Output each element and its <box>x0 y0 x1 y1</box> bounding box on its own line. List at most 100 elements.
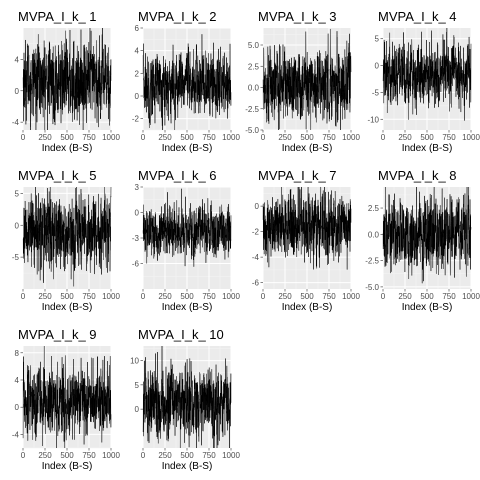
x-axis-label: Index (B-S) <box>402 143 453 154</box>
x-tick-label: 500 <box>60 133 74 142</box>
x-tick-label: 750 <box>82 292 96 301</box>
x-tick-label: 0 <box>21 451 26 460</box>
x-axis-label: Index (B-S) <box>162 461 213 472</box>
panel-title: MVPA_I_k_ 10 <box>138 327 224 342</box>
x-tick-label: 500 <box>180 451 194 460</box>
x-tick-label: 1000 <box>102 451 120 460</box>
series-line <box>22 186 112 287</box>
series-line <box>382 186 472 284</box>
y-tick-label: 0 <box>15 221 20 230</box>
x-tick-label: 750 <box>442 292 456 301</box>
x-tick-label: 500 <box>420 133 434 142</box>
x-tick-label: 250 <box>38 292 52 301</box>
x-tick-label: 500 <box>300 133 314 142</box>
panel-title: MVPA_I_k_ 2 <box>138 9 217 24</box>
x-tick-label: 1000 <box>102 133 120 142</box>
x-tick-label: 0 <box>261 292 266 301</box>
y-tick-label: 0.0 <box>368 230 380 239</box>
y-tick-label: 0 <box>135 92 140 101</box>
y-tick-label: 0 <box>15 403 20 412</box>
series-line <box>22 27 112 131</box>
y-tick-label: 6 <box>135 24 140 33</box>
y-tick-label: 10 <box>130 357 139 366</box>
x-tick-label: 0 <box>261 133 266 142</box>
x-axis-label: Index (B-S) <box>162 302 213 313</box>
y-tick-label: 5 <box>15 189 20 198</box>
x-tick-label: 500 <box>300 292 314 301</box>
x-axis-label: Index (B-S) <box>42 143 93 154</box>
x-tick-label: 750 <box>442 133 456 142</box>
y-tick-label: 4 <box>135 47 140 56</box>
panel-8: MVPA_I_k_ 8 -5.0 -2.5 0.0 2.5 0 250 500 750 1000 I… <box>365 168 480 313</box>
x-tick-label: 0 <box>141 451 146 460</box>
x-tick-label: 250 <box>158 292 172 301</box>
y-tick-label: -6 <box>132 260 140 269</box>
x-tick-label: 1000 <box>462 133 480 142</box>
y-tick-label: -10 <box>367 115 379 124</box>
x-tick-label: 1000 <box>222 292 240 301</box>
y-tick-label: -5.0 <box>365 283 379 292</box>
y-tick-label: -2 <box>132 115 140 124</box>
x-tick-label: 1000 <box>342 292 360 301</box>
panel-5: MVPA_I_k_ 5 -5 0 5 0 250 500 750 1000 Index (B-S) <box>12 168 121 313</box>
x-tick-label: 250 <box>398 292 412 301</box>
y-tick-label: 5 <box>375 35 380 44</box>
y-tick-label: 5 <box>135 381 140 390</box>
series-line <box>262 28 352 131</box>
x-tick-label: 750 <box>82 133 96 142</box>
y-tick-label: -2.5 <box>365 257 379 266</box>
panel-title: MVPA_I_k_ 5 <box>18 168 97 183</box>
y-tick-label: -3 <box>132 234 140 243</box>
series-line <box>22 345 112 449</box>
x-tick-label: 250 <box>38 451 52 460</box>
y-tick-label: -5.0 <box>245 126 259 135</box>
x-tick-label: 250 <box>398 133 412 142</box>
y-tick-label: 2.5 <box>368 204 380 213</box>
x-axis-label: Index (B-S) <box>42 461 93 472</box>
panel-7: MVPA_I_k_ 7 -6 -4 -2 0 0 250 500 750 1000 Index (B… <box>252 168 361 313</box>
x-tick-label: 750 <box>202 451 216 460</box>
series-line <box>142 188 232 267</box>
x-axis-label: Index (B-S) <box>282 143 333 154</box>
panel-title: MVPA_I_k_ 8 <box>378 168 457 183</box>
x-tick-label: 250 <box>38 133 52 142</box>
series-line <box>262 186 352 270</box>
y-tick-label: 0 <box>135 209 140 218</box>
y-tick-label: 3 <box>135 183 140 192</box>
panel-title: MVPA_I_k_ 1 <box>18 9 97 24</box>
y-tick-label: -4 <box>12 118 20 127</box>
y-tick-label: -5 <box>372 88 380 97</box>
x-tick-label: 0 <box>21 133 26 142</box>
x-tick-label: 0 <box>141 133 146 142</box>
x-axis-label: Index (B-S) <box>162 143 213 154</box>
panel-3: MVPA_I_k_ 3 -5.0 -2.5 0.0 2.5 5.0 0 250 500 750 10… <box>245 9 360 154</box>
x-tick-label: 500 <box>60 451 74 460</box>
x-tick-label: 1000 <box>342 133 360 142</box>
panel-title: MVPA_I_k_ 7 <box>258 168 337 183</box>
panel-title: MVPA_I_k_ 6 <box>138 168 217 183</box>
x-axis-label: Index (B-S) <box>282 302 333 313</box>
x-tick-label: 500 <box>180 292 194 301</box>
x-tick-label: 0 <box>381 133 386 142</box>
x-tick-label: 750 <box>202 133 216 142</box>
series-line <box>142 345 232 449</box>
x-tick-label: 250 <box>158 133 172 142</box>
panel-title: MVPA_I_k_ 3 <box>258 9 337 24</box>
y-tick-label: -4 <box>12 430 20 439</box>
series-line <box>142 33 232 131</box>
x-tick-label: 750 <box>322 133 336 142</box>
y-tick-label: -2 <box>252 228 260 237</box>
y-tick-label: 0 <box>15 87 20 96</box>
x-tick-label: 500 <box>420 292 434 301</box>
x-tick-label: 0 <box>381 292 386 301</box>
y-tick-label: -2.5 <box>245 105 259 114</box>
y-tick-label: 0 <box>135 405 140 414</box>
x-tick-label: 750 <box>202 292 216 301</box>
x-tick-label: 0 <box>141 292 146 301</box>
x-tick-label: 1000 <box>462 292 480 301</box>
y-tick-label: 2 <box>135 69 140 78</box>
y-tick-label: 4 <box>15 55 20 64</box>
